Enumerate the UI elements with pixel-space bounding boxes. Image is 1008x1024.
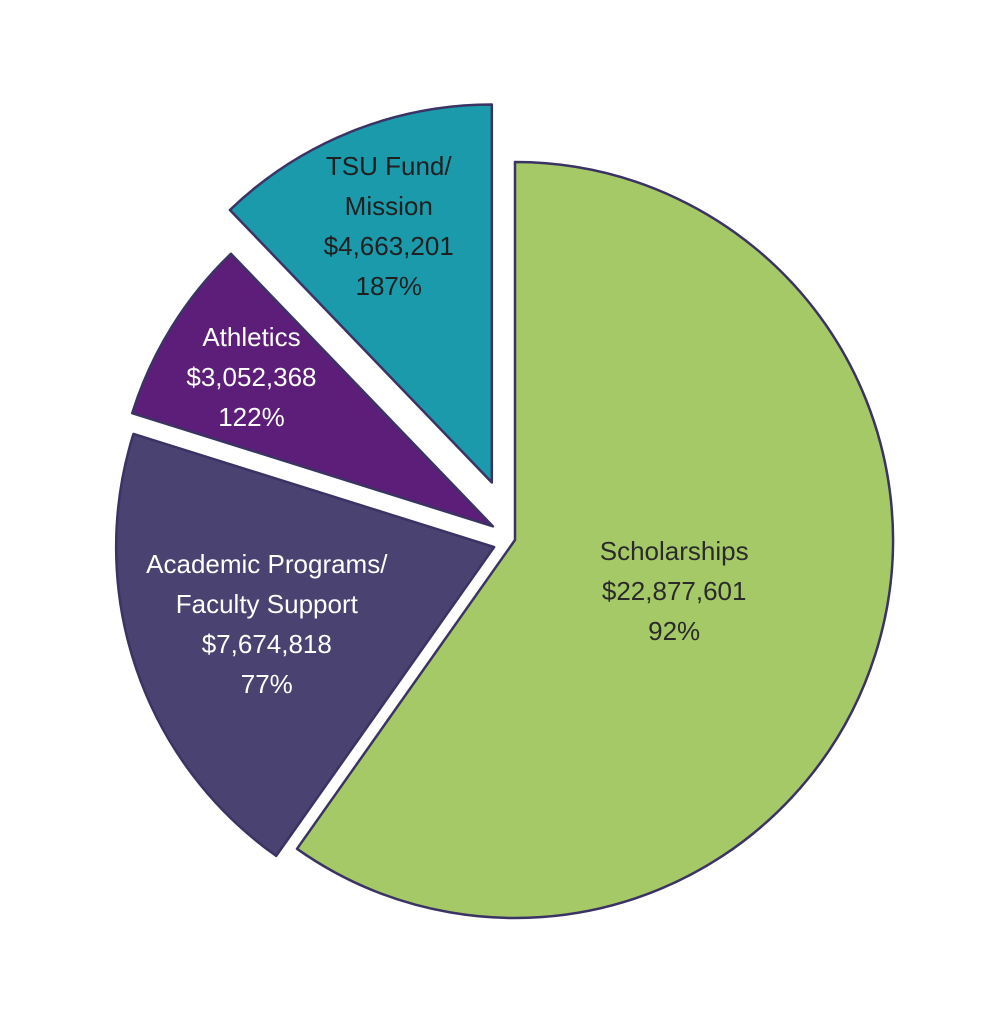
category-label: Athletics <box>202 321 301 352</box>
value-label: $3,052,368 <box>186 361 317 392</box>
category-label: TSU Fund/ Mission <box>325 151 452 222</box>
pie-slice <box>295 160 895 920</box>
percent-label: 187% <box>355 271 422 302</box>
pie-slice <box>114 432 496 858</box>
slice-label: Athletics $3,052,368 122% <box>81 317 421 437</box>
percent-label: 92% <box>648 615 701 646</box>
pie-slice <box>228 103 494 484</box>
category-label: Academic Programs/ Faculty Support <box>146 548 388 619</box>
value-label: $4,663,201 <box>323 231 454 262</box>
slice-label: Academic Programs/ Faculty Support $7,674… <box>97 544 437 704</box>
percent-label: 122% <box>218 401 285 432</box>
slice-label: TSU Fund/ Mission $4,663,201 187% <box>219 146 559 306</box>
value-label: $7,674,818 <box>201 628 332 659</box>
pie-slice <box>130 252 495 528</box>
value-label: $22,877,601 <box>601 575 747 606</box>
percent-label: 77% <box>240 668 293 699</box>
slice-label: Scholarships $22,877,601 92% <box>504 531 844 651</box>
category-label: Scholarships <box>599 535 749 566</box>
